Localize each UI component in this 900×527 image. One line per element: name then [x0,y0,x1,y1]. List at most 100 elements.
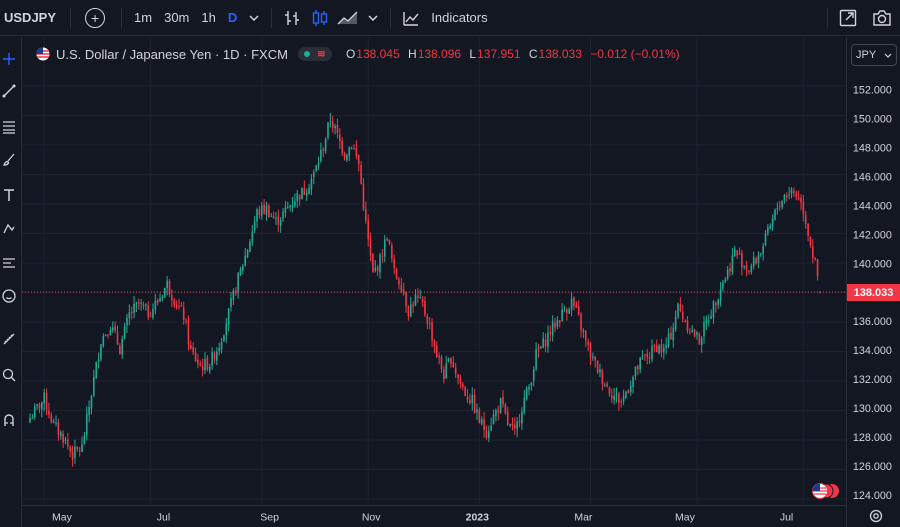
candle-body [322,149,325,151]
bar-style-icon[interactable] [278,4,306,32]
candle-body [771,218,774,227]
candle-body [357,155,360,165]
candle-body [625,391,627,398]
candle-body [315,165,317,172]
candle-style-icon[interactable] [306,4,334,32]
candle-body [733,248,736,257]
chevron-down-icon [884,53,892,58]
candle-body [670,332,672,339]
fib-icon[interactable] [0,117,18,137]
candle-body [339,134,341,141]
candle-body [246,250,249,258]
time-tick-label: Jul [780,511,793,523]
candle-body [272,215,275,219]
candle-body [450,357,452,364]
candle-body [518,421,521,423]
candle-body [495,410,497,417]
candle-body [260,205,263,217]
symbol-search[interactable]: USDJPY [4,10,57,25]
trend-line-icon[interactable] [0,81,18,101]
crosshair-icon[interactable] [0,49,18,69]
candle-body [471,395,474,404]
candle-body [478,409,481,423]
market-status-badge[interactable]: ≋ [297,47,332,61]
candle-body [38,403,41,409]
time-tick-label: Sep [260,511,279,523]
candle-body [256,209,258,222]
candle-body [712,301,715,318]
candle-body [147,305,150,318]
candle-body [405,292,407,307]
time-tick-label: 2023 [466,511,490,523]
candle-body [741,252,743,268]
text-icon[interactable] [0,185,18,205]
interval-1d[interactable]: D [227,10,238,25]
interval-1h[interactable]: 1h [201,10,216,25]
candle-body [216,351,218,361]
camera-icon[interactable] [868,4,896,32]
brush-icon[interactable] [0,150,18,170]
candle-body [164,287,166,298]
candle-body [360,165,362,184]
candle-body [398,279,400,285]
candle-body [258,209,261,215]
emoji-icon[interactable] [0,286,18,306]
zoom-icon[interactable] [0,365,18,385]
candle-body [566,309,568,314]
candle-body [620,401,623,403]
candle-body [537,347,540,350]
candle-body [43,392,45,404]
candle-body [679,304,682,311]
candlestick-series [29,112,821,467]
candle-body [613,395,615,400]
magnet-icon[interactable] [0,410,18,430]
candle-body [29,418,31,423]
legend-title[interactable]: U.S. Dollar / Japanese Yen · 1D · FXCM [56,46,288,62]
candle-body [208,366,211,372]
candle-body [239,268,242,276]
candle-body [535,349,537,370]
candle-body [310,178,313,190]
candle-body [303,188,306,195]
price-chart[interactable] [22,37,846,505]
candle-body [126,317,128,326]
candle-body [547,332,549,347]
pattern-icon[interactable] [0,218,18,238]
economic-events-icon[interactable] [810,482,842,500]
candle-body [575,304,578,308]
fullscreen-icon[interactable] [834,4,862,32]
candle-body [85,413,88,436]
candle-body [244,255,247,266]
candle-body [197,359,199,365]
time-axis[interactable]: May Jul Sep Nov 2023 Mar May Jul [22,505,846,527]
forecast-icon[interactable] [0,253,18,273]
ruler-icon[interactable] [0,329,18,349]
candle-body [492,414,495,425]
candle-body [369,239,372,256]
candle-body [383,239,386,257]
candle-body [459,379,462,384]
area-style-icon[interactable] [334,4,362,32]
candle-body [55,422,57,424]
interval-30m[interactable]: 30m [164,10,190,25]
candle-body [755,258,757,264]
candle-body [457,374,459,379]
candle-body [705,319,708,324]
candle-body [417,295,419,298]
chart-style-chevron-down-icon[interactable] [362,0,384,36]
interval-dropdown-chevron-down-icon[interactable] [243,0,265,36]
candle-body [809,237,812,246]
candle-body [201,366,204,371]
currency-unit-button[interactable]: JPY [851,44,897,66]
candle-body [133,303,135,313]
interval-1m[interactable]: 1m [134,10,153,25]
gear-icon[interactable] [868,508,884,524]
candle-body [499,398,502,413]
indicators-button[interactable]: Indicators [431,10,488,25]
compare-add-icon[interactable]: + [85,7,106,28]
indicators-icon[interactable] [397,4,425,32]
candle-body [797,197,800,200]
price-tick-label: 144.000 [853,200,892,212]
price-axis[interactable]: 152.000 150.000 148.000 146.000 144.000 142.0… [846,37,900,527]
candle-body [119,345,121,355]
